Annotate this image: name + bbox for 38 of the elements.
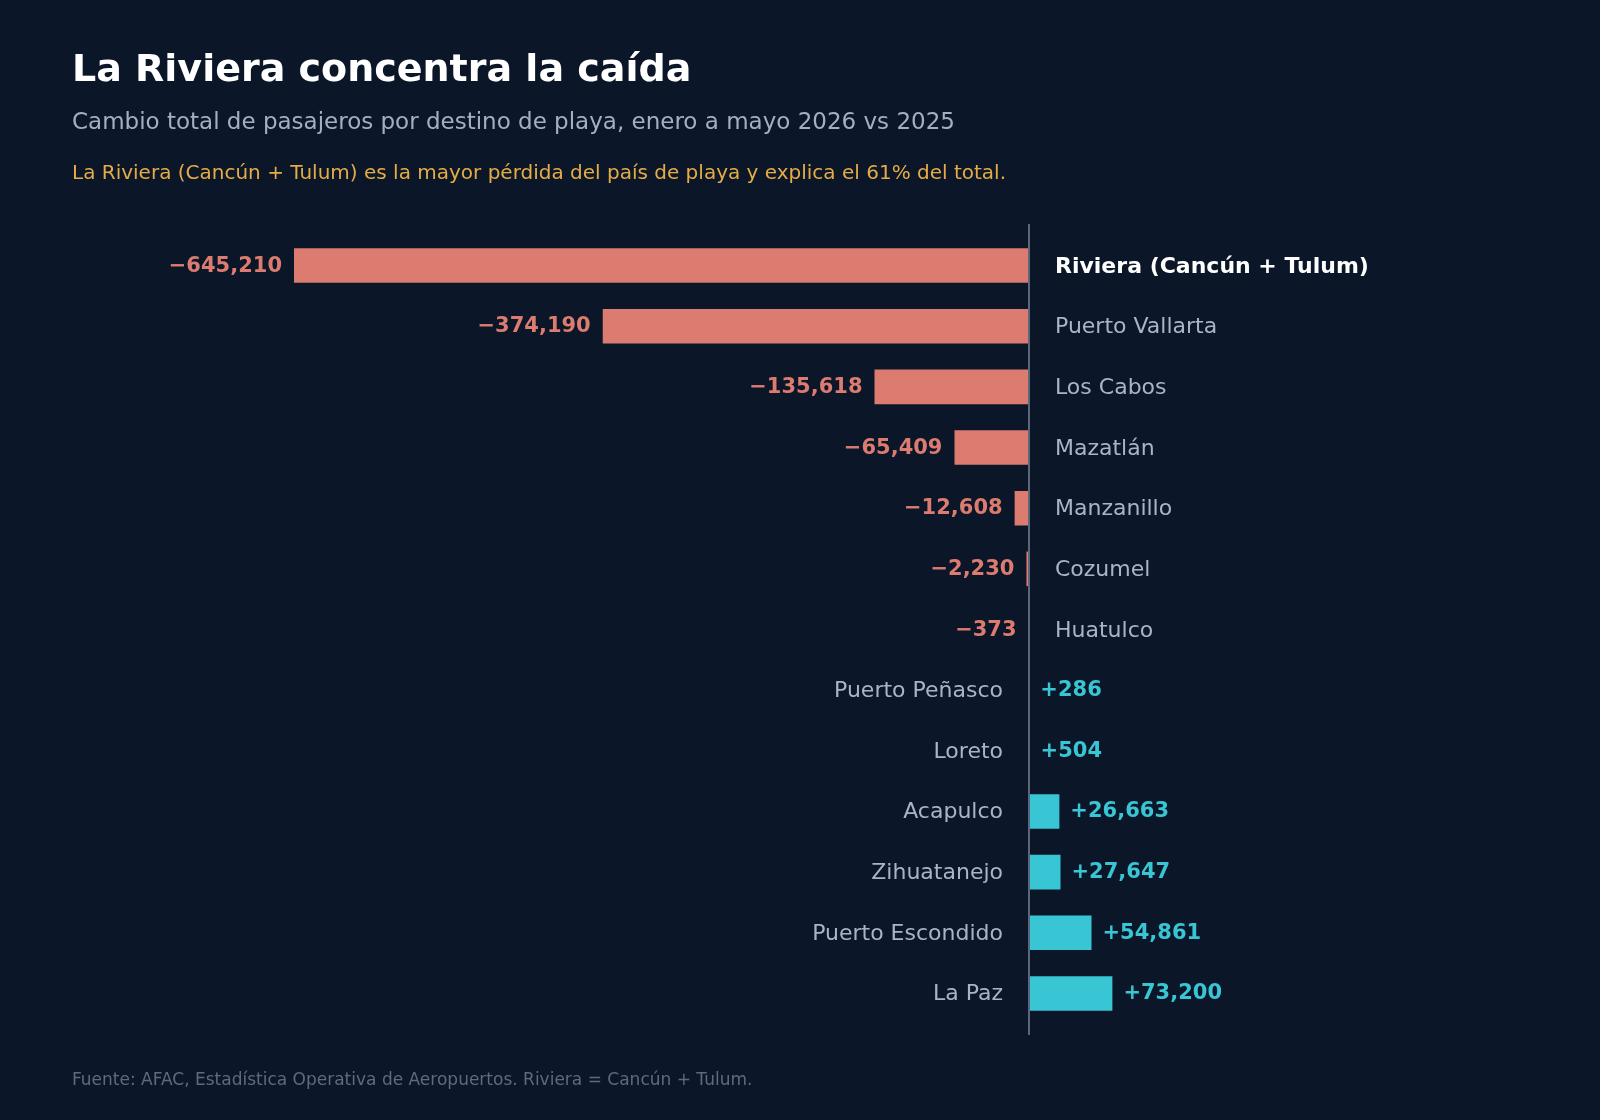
data-label: −12,608 <box>904 495 1003 520</box>
data-label: +504 <box>1040 737 1103 762</box>
bar <box>602 308 1029 344</box>
y-tick-label: Los Cabos <box>1055 373 1167 399</box>
data-label: −135,618 <box>749 373 863 398</box>
data-label: −2,230 <box>930 555 1015 580</box>
data-label: +54,861 <box>1102 919 1202 944</box>
y-tick-label: Puerto Vallarta <box>1055 313 1218 339</box>
y-tick-label: Mazatlán <box>1055 434 1155 460</box>
bar <box>1029 854 1061 890</box>
text: La Riviera (Cancún + Tulum) es la mayor pérdida del país de playa y explica el 61% del total. <box>72 160 1007 184</box>
y-tick-label: Huatulco <box>1055 616 1154 642</box>
data-label: −374,190 <box>477 313 591 338</box>
source-note: Fuente: AFAC, Estadística Operativa de Aeropuertos. Riviera = Cancún + Tulum. <box>72 1069 753 1089</box>
bar <box>1029 976 1113 1011</box>
y-tick-label: Manzanillo <box>1055 495 1173 521</box>
y-tick-label: Zihuatanejo <box>871 859 1003 885</box>
data-label: +26,663 <box>1070 798 1170 823</box>
y-tick-label: Puerto Escondido <box>812 919 1003 945</box>
y-tick-label: Puerto Peñasco <box>834 677 1003 703</box>
y-tick-label: La Paz <box>932 980 1003 1006</box>
y-tick-label: Acapulco <box>903 798 1003 824</box>
chart-title: La Riviera concentra la caída <box>72 46 692 90</box>
data-label: +73,200 <box>1123 980 1223 1005</box>
bar <box>874 369 1029 405</box>
data-label: −65,409 <box>843 434 943 459</box>
y-tick-label: Loreto <box>933 737 1003 763</box>
data-label: −373 <box>955 616 1017 641</box>
data-label: −645,210 <box>168 252 282 277</box>
data-label: +286 <box>1040 677 1102 702</box>
bar <box>1029 794 1060 829</box>
bar <box>1029 915 1092 951</box>
bar <box>294 248 1029 283</box>
y-tick-label: Riviera (Cancún + Tulum) <box>1055 252 1369 278</box>
data-label: +27,647 <box>1071 859 1171 884</box>
chart-subtitle: Cambio total de pasajeros por destino de playa, enero a mayo 2026 vs 2025 <box>72 108 955 134</box>
bar <box>954 430 1029 465</box>
y-tick-label: Cozumel <box>1055 555 1151 581</box>
